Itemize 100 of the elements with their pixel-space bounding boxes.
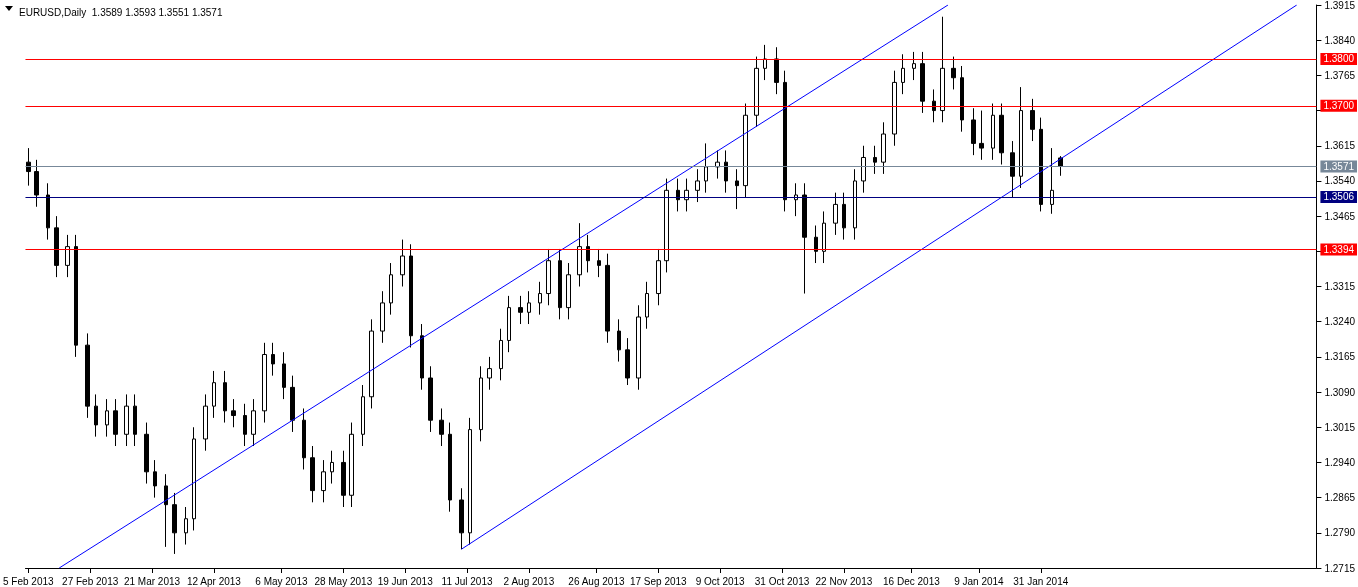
candlestick [597, 248, 601, 278]
candlestick [507, 295, 511, 353]
candlestick [695, 168, 700, 203]
candlestick [853, 168, 857, 241]
candlestick [735, 168, 739, 210]
candlestick [420, 323, 424, 391]
candlestick [636, 304, 641, 391]
x-tick-label: 2 Aug 2013 [503, 575, 555, 587]
candlestick [1030, 98, 1035, 142]
candlestick [960, 65, 964, 133]
x-tick-label: 12 Apr 2013 [186, 575, 242, 587]
candlestick [920, 51, 925, 114]
candlestick [1050, 147, 1054, 215]
candlestick [912, 51, 916, 81]
candlestick [184, 506, 188, 546]
candlestick [932, 88, 936, 123]
x-tick-label: 6 May 2013 [255, 575, 308, 587]
candlestick [428, 365, 433, 433]
candlestick [991, 103, 995, 161]
candlestick [282, 351, 286, 400]
candlestick [814, 225, 818, 264]
candlestick [833, 192, 838, 236]
candlestick [54, 215, 59, 278]
candlestick [656, 248, 661, 306]
y-tick-label: 1.3765 [1324, 69, 1356, 81]
candlestick [1010, 140, 1015, 198]
ref-line-label: 1.3506 [1323, 191, 1355, 203]
x-tick-label: 31 Jan 2014 [1013, 575, 1069, 587]
candlestick [459, 487, 464, 550]
candlestick [822, 210, 826, 264]
candlestick [715, 149, 720, 180]
candlestick [527, 290, 531, 325]
candlestick [34, 159, 39, 208]
candlestick [65, 234, 70, 278]
candlestick [212, 370, 216, 419]
candlestick [46, 182, 50, 241]
y-tick-label: 1.3315 [1324, 281, 1356, 292]
x-tick-label: 11 Jul 2013 [441, 575, 493, 587]
candlestick [389, 262, 393, 316]
candlestick [341, 450, 346, 508]
candlestick [566, 262, 571, 320]
x-tick-label: 26 Aug 2013 [568, 575, 625, 587]
x-tick-label: 16 Dec 2013 [883, 575, 941, 587]
candlestick [231, 398, 236, 428]
candlestick [763, 44, 767, 81]
candlestick [448, 422, 452, 513]
y-tick-label: 1.3165 [1324, 351, 1356, 363]
candlestick [873, 145, 877, 175]
x-tick-label: 21 Mar 2013 [123, 575, 181, 587]
x-tick-label: 9 Oct 2013 [695, 575, 746, 587]
ref-line-label: 1.3800 [1323, 53, 1355, 65]
y-tick-label: 1.2790 [1324, 527, 1356, 539]
x-tick-label: 28 May 2013 [314, 575, 373, 587]
candlestick [369, 318, 374, 409]
x-tick-label: 17 Sep 2013 [629, 575, 688, 587]
candlestick [85, 332, 90, 419]
candlestick [901, 53, 905, 95]
candlestick [538, 281, 542, 316]
y-tick-label: 1.3840 [1324, 34, 1356, 46]
x-tick-label: 22 Nov 2013 [815, 575, 873, 587]
candlestick [881, 121, 886, 175]
candlestick [586, 234, 590, 273]
candlestick [999, 103, 1004, 166]
candlestick [645, 281, 649, 330]
y-tick-label: 1.3090 [1324, 386, 1356, 398]
candlestick [724, 149, 728, 194]
candlestick [487, 356, 492, 391]
candlestick [1058, 155, 1063, 177]
candlestick [223, 370, 227, 424]
y-tick-label: 1.2715 [1324, 562, 1356, 574]
candlestick [400, 239, 405, 287]
candlestick [468, 417, 472, 546]
candlestick [499, 328, 503, 381]
candlestick [940, 16, 945, 123]
x-tick-label: 31 Oct 2013 [754, 575, 810, 587]
candlestick [124, 393, 129, 447]
candlestick [971, 107, 976, 156]
candlestick [861, 145, 866, 194]
x-tick-label: 5 Feb 2013 [2, 575, 55, 587]
candlestick [321, 459, 326, 503]
candlestick [704, 142, 708, 194]
candlestick [684, 178, 689, 212]
candlestick [439, 407, 444, 447]
candlestick [192, 426, 196, 531]
y-tick-label: 1.3540 [1324, 175, 1356, 187]
candlestick [290, 375, 295, 433]
x-tick-label: 9 Jan 2014 [954, 575, 1005, 587]
chart-title: EURUSD,Daily 1.3589 1.3593 1.3551 1.3571 [19, 6, 223, 18]
candlestick [664, 178, 669, 273]
x-tick-label: 19 Jun 2013 [377, 575, 434, 587]
candlestick [164, 473, 168, 548]
y-tick-label: 1.3240 [1324, 316, 1356, 328]
candlestick [330, 450, 334, 485]
candlestick [94, 393, 98, 438]
candlestick [271, 342, 275, 377]
y-tick-label: 1.3015 [1324, 421, 1356, 433]
candlestick [302, 407, 306, 470]
candlestick [251, 398, 256, 447]
candlestick [794, 182, 798, 217]
y-tick-label: 1.2865 [1324, 492, 1356, 504]
